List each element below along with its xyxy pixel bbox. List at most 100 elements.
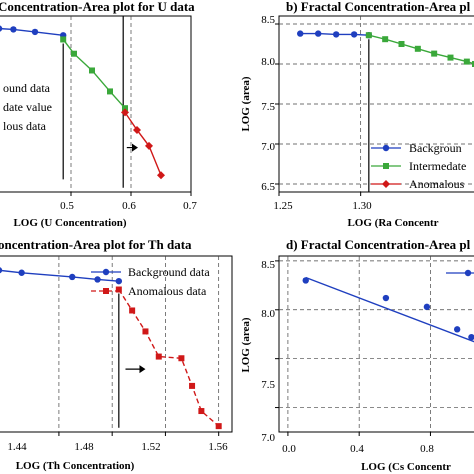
panel-c-series-1-point-4	[178, 355, 185, 362]
panel-c-series-1-line	[118, 289, 220, 427]
panel-c: oncentration-Area plot for Th data 1.44 …	[0, 237, 233, 472]
panel-b-series-1-point-0	[365, 32, 372, 39]
panel-d-title: d) Fractal Concentration-Area pl	[286, 237, 471, 252]
panel-a-xticks: 0.5 0.6 0.7	[60, 200, 197, 212]
panel-c-xticks: 1.44 1.48 1.52 1.56	[7, 441, 228, 453]
panel-c-title: oncentration-Area plot for Th data	[0, 237, 192, 252]
panel-b-ytick-2: 7.5	[261, 101, 275, 113]
panel-a-series-0-point-0	[0, 25, 3, 32]
panel-b-series-1-point-1	[382, 36, 389, 43]
panel-a-series-1-point-2	[89, 67, 95, 74]
panel-a-arrow-head	[132, 143, 138, 152]
panel-c-xtick-1: 1.48	[74, 441, 94, 453]
panel-c-legend-marker-0	[102, 268, 110, 276]
panel-b-ytick-1: 7.0	[261, 141, 275, 153]
panel-c-xlabel: LOG (Th Concentration)	[16, 460, 135, 472]
panel-b-series-1-point-2	[398, 41, 405, 47]
panel-b-series-1-point-4	[431, 50, 438, 57]
panel-c-series-1-point-6	[198, 408, 205, 415]
panel-a-series-2-point-3	[157, 171, 165, 180]
panel-a-xlabel: LOG (U Concentration)	[13, 217, 126, 229]
panel-b-legend-1: Intermedate	[409, 159, 466, 173]
panel-c-frame	[0, 255, 233, 433]
panel-c-series-1-point-2	[142, 328, 149, 335]
panel-a-series-1-point-1	[71, 50, 77, 57]
panel-b-xlabel: LOG (Ra Concentr	[347, 217, 438, 229]
panel-a-series-2-point-0	[121, 108, 129, 117]
panel-b-legend-marker-2	[382, 180, 390, 188]
panel-a-xtick-1: 0.6	[122, 200, 136, 212]
panel-d-xtick-1: 0.4	[350, 443, 364, 455]
panel-d: d) Fractal Concentration-Area pl 7.0 7.5…	[240, 237, 474, 473]
panel-c-series-1-point-1	[129, 307, 136, 314]
panel-a-legend-2: lous data	[3, 119, 47, 133]
panel-c-legend: Background data Anomalous data	[91, 265, 210, 298]
panel-d-series-1-point-2	[423, 303, 431, 311]
panel-a-xtick-0: 0.5	[60, 200, 74, 212]
panel-c-legend-marker-1	[103, 288, 109, 294]
panel-a-series-1-line	[62, 39, 126, 109]
panel-b-series-0-point-0	[297, 30, 304, 37]
panel-d-yticks: 7.0 7.5 8.0 8.5	[261, 259, 275, 444]
panel-b: b) Fractal Concentration-Area pl 6.5 7.0…	[240, 0, 474, 229]
panel-b-series-0-point-3	[350, 31, 358, 38]
panel-d-legend	[446, 269, 474, 277]
panel-b-ytick-0: 6.5	[261, 181, 275, 193]
panel-b-series-0-point-2	[332, 31, 340, 38]
panel-d-ytick-3: 8.5	[261, 259, 275, 271]
panel-a-frame	[0, 15, 192, 193]
panel-a-legend-1: date value	[3, 100, 52, 114]
panel-b-series-1-point-3	[414, 45, 421, 52]
panel-a-series-1-point-3	[107, 88, 113, 95]
panel-a-xtick-2: 0.7	[183, 200, 197, 212]
panel-d-xticks: 0.0 0.4 0.8	[282, 443, 434, 455]
panel-a-legend-0: ound data	[3, 81, 51, 95]
panel-c-series-0-point-3	[94, 276, 101, 283]
panel-c-series-0-point-1	[18, 269, 25, 276]
panel-c-plot	[0, 256, 222, 436]
panel-c-legend-0: Background data	[128, 265, 210, 279]
panel-b-legend-2: Anomalous	[409, 177, 465, 191]
panel-c-legend-1: Anomalous data	[128, 284, 207, 298]
panel-b-series-1-point-6	[463, 58, 470, 65]
panel-b-xticks: 1.25 1.30	[273, 200, 372, 212]
panel-a-series-2-line	[124, 111, 162, 176]
panel-d-frame	[278, 255, 474, 433]
panel-b-legend-0: Backgroun	[409, 141, 462, 155]
panel-b-yticks: 6.5 7.0 7.5 8.0 8.5	[261, 14, 275, 193]
panel-a-legend: ound data date value lous data	[3, 81, 52, 133]
panel-c-arrow-head	[139, 365, 146, 374]
panel-d-ytick-1: 7.5	[261, 379, 275, 391]
panel-d-plot	[275, 256, 474, 436]
panel-a-series-0-point-1	[10, 26, 17, 33]
panel-a-series-0-line	[0, 27, 64, 36]
panel-d-series-0-line	[305, 276, 474, 343]
panel-b-series-1-point-5	[447, 54, 454, 61]
panel-b-title: b) Fractal Concentration-Area pl	[286, 0, 471, 14]
panel-b-series-1-point-7	[472, 61, 474, 67]
panel-d-series-1-point-4	[468, 333, 474, 341]
panel-b-ytick-4: 8.5	[261, 14, 275, 26]
panel-d-xlabel: LOG (Cs Concentr	[361, 461, 451, 473]
panel-d-ytick-0: 7.0	[261, 432, 275, 444]
panel-c-series-0-point-2	[69, 273, 76, 281]
panel-b-plot	[275, 16, 474, 196]
panel-b-xtick-1: 1.30	[352, 200, 372, 212]
panel-d-legend-marker-0	[464, 269, 472, 277]
panel-b-ylabel: LOG (area)	[240, 76, 252, 131]
panel-a-series-0-point-2	[31, 28, 39, 36]
panel-c-series-1-point-3	[155, 353, 162, 360]
panel-b-ytick-3: 8.0	[261, 56, 275, 68]
panel-d-ytick-2: 8.0	[261, 308, 275, 320]
panel-d-series-1-point-0	[302, 277, 309, 284]
panel-b-legend: Backgroun Intermedate Anomalous	[371, 141, 466, 191]
panel-c-series-1-point-5	[189, 382, 196, 389]
panel-d-ylabel: LOG (area)	[240, 317, 252, 372]
panel-c-series-0-point-0	[0, 267, 3, 274]
panel-a: Concentration-Area plot for U data 0.5 0…	[0, 0, 197, 229]
panel-b-xtick-0: 1.25	[273, 200, 293, 212]
panel-a-title: Concentration-Area plot for U data	[0, 0, 195, 14]
panel-a-plot	[0, 16, 192, 196]
panel-b-legend-marker-1	[383, 163, 389, 169]
